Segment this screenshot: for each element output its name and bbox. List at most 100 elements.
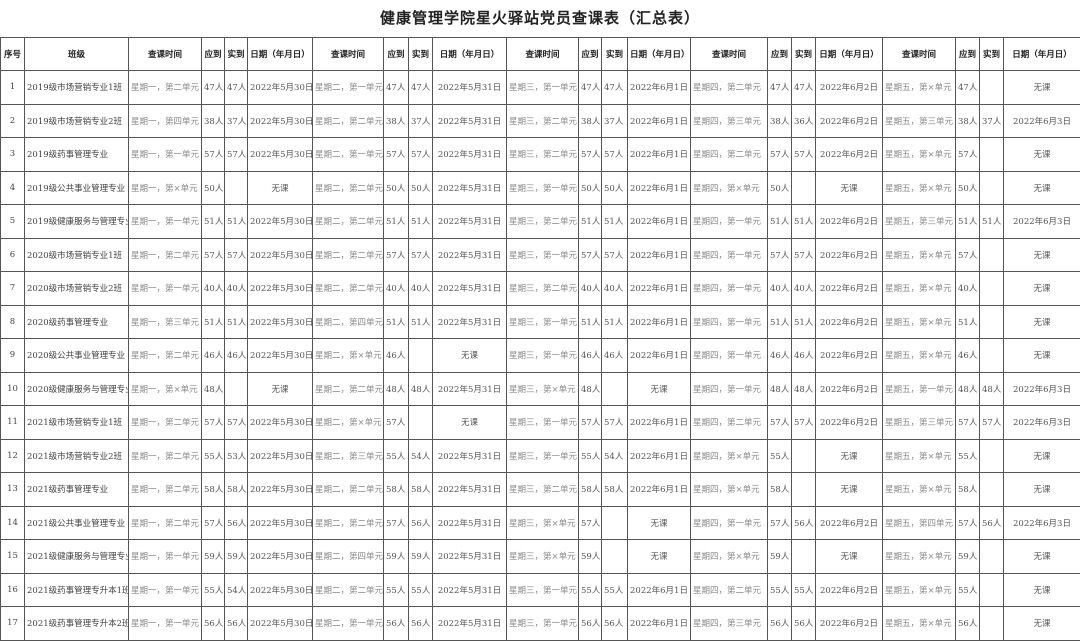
actual-count-cell: 57人	[792, 406, 816, 440]
actual-count-cell: 58人	[409, 473, 433, 507]
check-time-cell: 星期二，第二单元	[313, 573, 384, 607]
date-cell: 2022年6月1日	[628, 406, 691, 440]
check-time-cell: 星期五，第三单元	[883, 104, 956, 138]
check-time-cell: 星期一，第×单元	[129, 171, 202, 205]
actual-count-cell	[602, 506, 628, 540]
date-cell: 无课	[1004, 71, 1080, 105]
date-cell: 2022年6月2日	[816, 205, 883, 239]
expected-count-cell: 55人	[956, 439, 980, 473]
actual-count-cell: 56人	[792, 506, 816, 540]
expected-count-cell: 51人	[768, 205, 792, 239]
header-class: 班级	[25, 38, 129, 71]
actual-count-cell: 51人	[792, 305, 816, 339]
date-cell: 2022年6月1日	[628, 104, 691, 138]
expected-count-cell: 40人	[768, 272, 792, 306]
expected-count-cell: 48人	[202, 372, 225, 406]
class-name-cell: 2021级药事管理专升本1班	[25, 573, 129, 607]
actual-count-cell	[980, 238, 1004, 272]
date-cell: 2022年5月30日	[248, 138, 313, 172]
date-cell: 2022年5月30日	[248, 339, 313, 373]
actual-count-cell: 58人	[225, 473, 248, 507]
actual-count-cell: 50人	[409, 171, 433, 205]
actual-count-cell	[409, 339, 433, 373]
header-no: 序号	[1, 38, 25, 71]
header-actual: 实到	[792, 38, 816, 71]
date-cell: 2022年6月2日	[816, 372, 883, 406]
actual-count-cell: 53人	[225, 439, 248, 473]
date-cell: 2022年6月2日	[816, 573, 883, 607]
check-time-cell: 星期三，第×单元	[507, 506, 579, 540]
check-time-cell: 星期一，第一单元	[129, 138, 202, 172]
date-cell: 2022年5月31日	[433, 573, 507, 607]
check-time-cell: 星期五，第×单元	[883, 272, 956, 306]
actual-count-cell: 36人	[792, 104, 816, 138]
expected-count-cell: 58人	[579, 473, 602, 507]
check-time-cell: 星期二，第二单元	[313, 238, 384, 272]
check-time-cell: 星期四，第×单元	[691, 473, 768, 507]
actual-count-cell	[792, 540, 816, 574]
row-number-cell: 15	[1, 540, 25, 574]
check-time-cell: 星期四，第三单元	[691, 104, 768, 138]
actual-count-cell: 51人	[980, 205, 1004, 239]
check-time-cell: 星期三，第一单元	[507, 607, 579, 641]
check-time-cell: 星期二，第二单元	[313, 205, 384, 239]
actual-count-cell: 57人	[602, 406, 628, 440]
expected-count-cell: 57人	[579, 238, 602, 272]
date-cell: 2022年6月1日	[628, 473, 691, 507]
date-cell: 2022年6月2日	[816, 339, 883, 373]
header-expected: 应到	[956, 38, 980, 71]
actual-count-cell: 57人	[980, 406, 1004, 440]
check-time-cell: 星期四，第一单元	[691, 339, 768, 373]
check-time-cell: 星期一，第一单元	[129, 205, 202, 239]
row-number-cell: 13	[1, 473, 25, 507]
actual-count-cell: 57人	[225, 406, 248, 440]
expected-count-cell: 40人	[579, 272, 602, 306]
check-time-cell: 星期二，第二单元	[313, 272, 384, 306]
actual-count-cell: 51人	[602, 305, 628, 339]
check-time-cell: 星期一，第四单元	[129, 104, 202, 138]
header-row: 序号班级查课时间应到实到日期（年月日）查课时间应到实到日期（年月日）查课时间应到…	[1, 38, 1080, 71]
actual-count-cell: 37人	[225, 104, 248, 138]
check-time-cell: 星期四，第二单元	[691, 406, 768, 440]
check-time-cell: 星期一，第一单元	[129, 607, 202, 641]
date-cell: 无课	[816, 473, 883, 507]
date-cell: 无课	[1004, 439, 1080, 473]
expected-count-cell: 57人	[768, 506, 792, 540]
date-cell: 2022年5月31日	[433, 372, 507, 406]
actual-count-cell	[980, 607, 1004, 641]
actual-count-cell: 51人	[225, 305, 248, 339]
expected-count-cell: 59人	[768, 540, 792, 574]
expected-count-cell: 51人	[956, 305, 980, 339]
actual-count-cell	[980, 305, 1004, 339]
page-title: 健康管理学院星火驿站党员查课表（汇总表）	[0, 0, 1080, 37]
expected-count-cell: 55人	[579, 439, 602, 473]
row-number-cell: 10	[1, 372, 25, 406]
expected-count-cell: 59人	[956, 540, 980, 574]
check-time-cell: 星期二，第一单元	[313, 71, 384, 105]
header-time: 查课时间	[313, 38, 384, 71]
expected-count-cell: 38人	[768, 104, 792, 138]
actual-count-cell	[225, 372, 248, 406]
check-time-cell: 星期五，第×单元	[883, 540, 956, 574]
class-name-cell: 2019级药事管理专业	[25, 138, 129, 172]
expected-count-cell: 56人	[768, 607, 792, 641]
date-cell: 无课	[248, 372, 313, 406]
expected-count-cell: 58人	[956, 473, 980, 507]
row-number-cell: 14	[1, 506, 25, 540]
expected-count-cell: 57人	[202, 506, 225, 540]
check-time-cell: 星期二，第四单元	[313, 540, 384, 574]
check-time-cell: 星期五，第×单元	[883, 607, 956, 641]
date-cell: 无课	[1004, 473, 1080, 507]
date-cell: 2022年6月1日	[628, 305, 691, 339]
actual-count-cell: 46人	[602, 339, 628, 373]
actual-count-cell	[980, 473, 1004, 507]
actual-count-cell	[409, 406, 433, 440]
check-time-cell: 星期三，第一单元	[507, 171, 579, 205]
date-cell: 2022年6月1日	[628, 205, 691, 239]
date-cell: 2022年5月31日	[433, 71, 507, 105]
expected-count-cell: 59人	[579, 540, 602, 574]
